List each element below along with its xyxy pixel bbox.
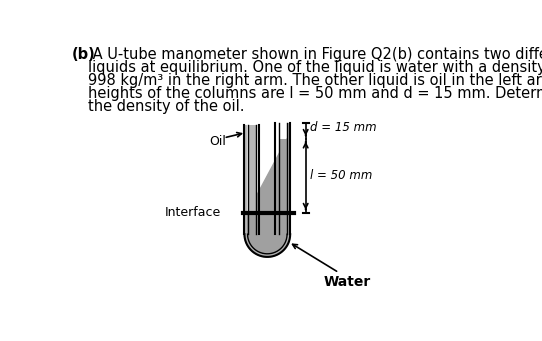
Text: the density of the oil.: the density of the oil. <box>88 100 244 115</box>
Text: d = 15 mm: d = 15 mm <box>309 121 376 134</box>
Text: (b): (b) <box>72 47 95 62</box>
Bar <box>244 125 259 234</box>
Text: Water: Water <box>323 275 370 289</box>
Text: Interface: Interface <box>165 206 221 219</box>
Text: Oil: Oil <box>209 135 226 148</box>
Text: 998 kg/m³ in the right arm. The other liquid is oil in the left arm. The: 998 kg/m³ in the right arm. The other li… <box>88 73 542 88</box>
Bar <box>275 123 290 234</box>
Text: heights of the columns are l = 50 mm and d = 15 mm. Determine: heights of the columns are l = 50 mm and… <box>88 86 542 101</box>
Bar <box>248 125 256 213</box>
Polygon shape <box>248 139 287 254</box>
Polygon shape <box>244 123 290 257</box>
Text: l = 50 mm: l = 50 mm <box>309 169 372 182</box>
Text: liquids at equilibrium. One of the liquid is water with a density of: liquids at equilibrium. One of the liqui… <box>88 60 542 75</box>
Bar <box>279 139 287 234</box>
Bar <box>248 213 256 234</box>
Polygon shape <box>248 123 287 254</box>
Text: A U-tube manometer shown in Figure Q2(b) contains two different: A U-tube manometer shown in Figure Q2(b)… <box>88 47 542 62</box>
